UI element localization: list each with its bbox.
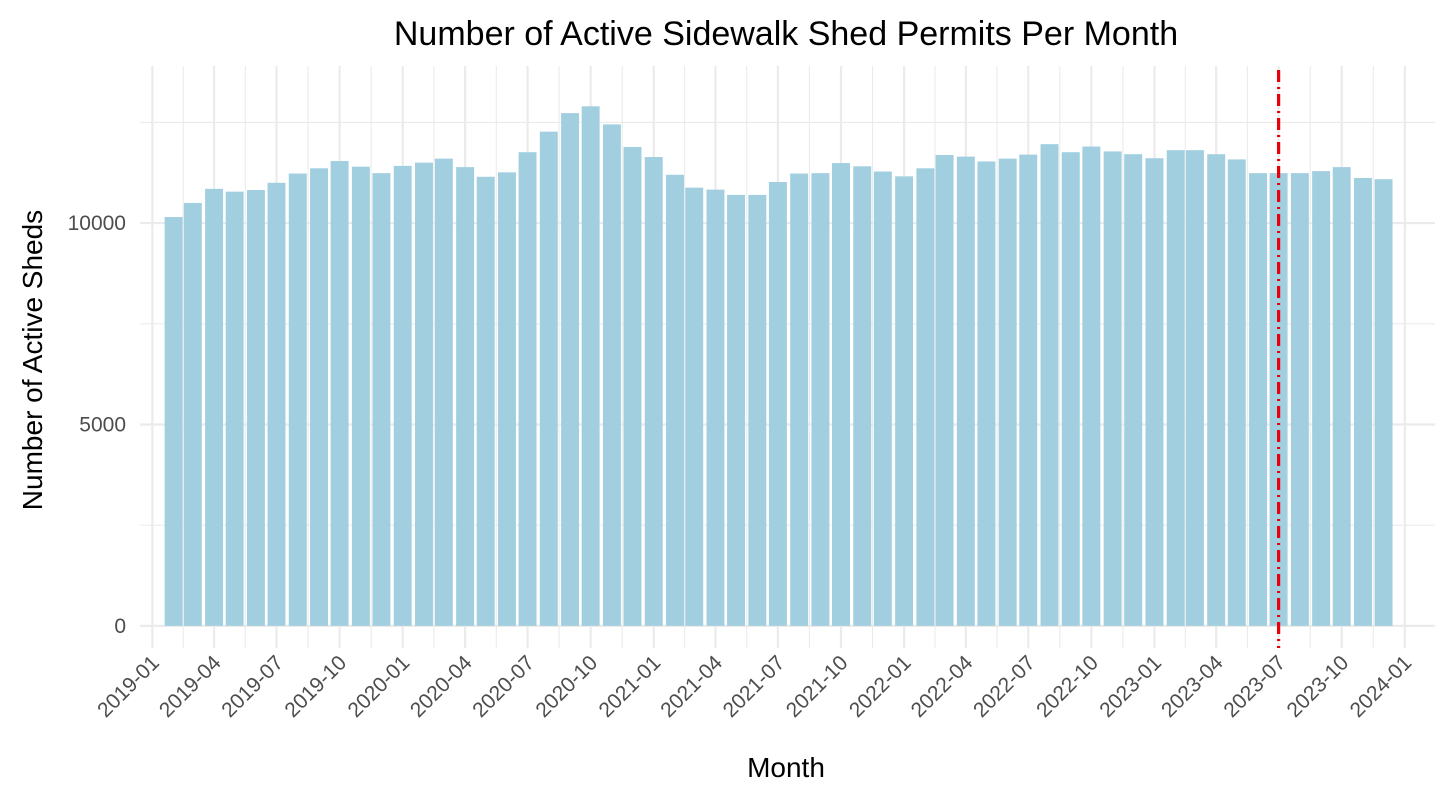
bar [267, 182, 286, 626]
bar [1061, 152, 1080, 626]
bar [666, 174, 684, 626]
bar [1249, 173, 1268, 626]
bar [434, 158, 453, 626]
bar [935, 155, 954, 626]
bar [1145, 158, 1164, 626]
bar [183, 202, 202, 626]
x-axis-title: Month [747, 752, 825, 783]
x-tick-label: 2022-10 [1032, 651, 1103, 722]
x-tick-label: 2021-10 [782, 651, 853, 722]
bar [351, 166, 370, 626]
bar [1312, 171, 1331, 626]
bar [853, 166, 872, 626]
x-tick-label: 2021-01 [595, 651, 666, 722]
bar [1374, 179, 1393, 626]
bar [748, 194, 767, 626]
bar [225, 191, 244, 626]
x-tick-label: 2020-04 [406, 651, 477, 722]
bar [1207, 154, 1226, 626]
bar [977, 161, 996, 626]
bar [561, 113, 580, 626]
bar [790, 173, 809, 626]
bars [164, 106, 1393, 626]
bar [602, 124, 621, 626]
x-axis-ticks: 2019-012019-042019-072019-102020-012020-… [93, 651, 1416, 722]
x-tick-label: 2022-01 [845, 651, 916, 722]
bar [414, 162, 433, 626]
x-tick-label: 2019-07 [217, 651, 288, 722]
bar [768, 181, 787, 626]
bar [497, 172, 516, 626]
bar [1103, 151, 1122, 626]
bar [310, 168, 329, 626]
bar [706, 189, 725, 626]
bar [372, 173, 391, 626]
bar [1332, 167, 1351, 626]
x-tick-label: 2019-10 [280, 651, 351, 722]
y-tick-label: 10000 [68, 212, 126, 235]
bar [1290, 173, 1309, 626]
bar [288, 173, 307, 626]
bar [1166, 150, 1185, 626]
y-tick-label: 5000 [79, 413, 126, 436]
bar [1040, 144, 1059, 626]
x-tick-label: 2022-04 [907, 651, 978, 722]
bar [393, 165, 412, 626]
bar [205, 188, 224, 626]
bar [1124, 154, 1143, 626]
x-tick-label: 2024-01 [1346, 651, 1417, 722]
chart-title: Number of Active Sidewalk Shed Permits P… [394, 15, 1178, 53]
x-tick-label: 2021-07 [719, 651, 790, 722]
bar [956, 156, 975, 626]
bar [832, 163, 850, 626]
bar [518, 152, 537, 626]
x-tick-label: 2019-04 [155, 651, 226, 722]
x-tick-label: 2019-01 [93, 651, 164, 722]
bar [644, 157, 663, 626]
x-tick-label: 2021-04 [656, 651, 727, 722]
y-axis-ticks: 0 5000 10000 [68, 212, 126, 638]
x-tick-label: 2020-01 [343, 651, 414, 722]
bar [164, 217, 183, 626]
x-tick-label: 2022-07 [969, 651, 1040, 722]
bar [456, 167, 475, 626]
bar [685, 187, 704, 626]
bar [539, 131, 558, 626]
bar [727, 194, 746, 626]
x-tick-label: 2020-07 [468, 651, 539, 722]
bar [1354, 177, 1372, 626]
x-tick-label: 2023-01 [1095, 651, 1166, 722]
x-tick-label: 2023-04 [1157, 651, 1228, 722]
bar [1082, 146, 1101, 626]
bar [873, 171, 892, 626]
bar [811, 173, 830, 626]
bar [895, 176, 914, 626]
bar [1019, 154, 1038, 626]
bar [330, 161, 349, 626]
y-axis-title: Number of Active Sheds [17, 210, 48, 510]
x-tick-label: 2023-10 [1282, 651, 1353, 722]
bar [916, 168, 935, 626]
x-tick-label: 2023-07 [1219, 651, 1290, 722]
x-tick-label: 2020-10 [531, 651, 602, 722]
bar [623, 146, 642, 626]
bar [476, 176, 495, 626]
bar [246, 190, 265, 626]
bar [581, 106, 600, 626]
bar [1185, 150, 1204, 626]
y-tick-label: 0 [114, 615, 126, 638]
bar [998, 158, 1017, 626]
bar [1227, 159, 1246, 626]
